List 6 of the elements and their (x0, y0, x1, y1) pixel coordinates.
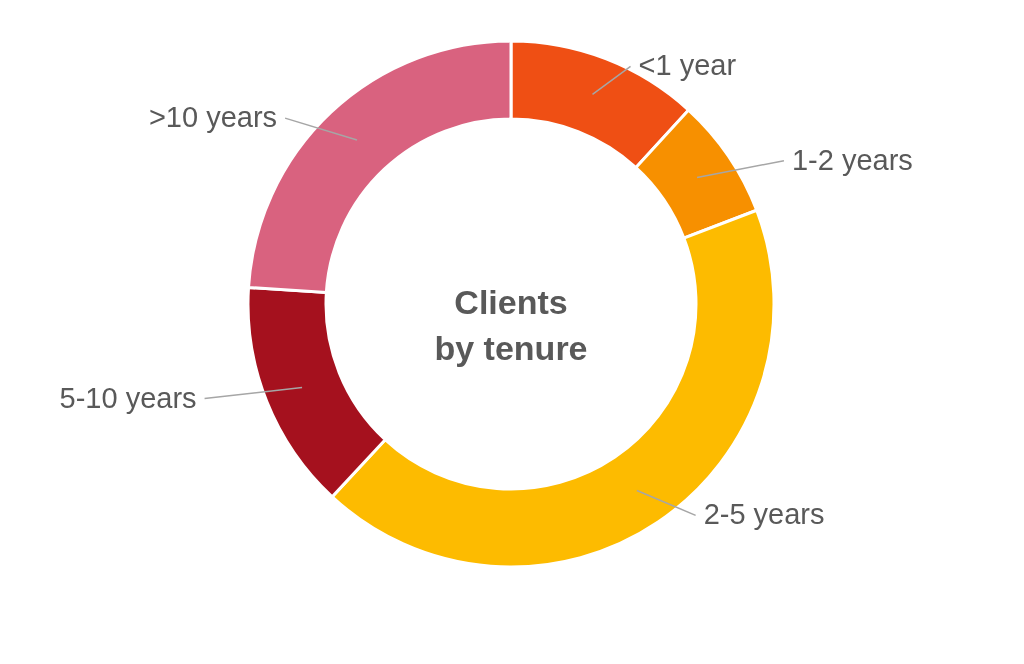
slice-label: 1-2 years (791, 143, 913, 176)
slice-label: >10 years (148, 101, 278, 134)
slice-label: 2-5 years (703, 498, 825, 531)
slice-label: <1 year (638, 49, 737, 82)
slice-label: 5-10 years (59, 381, 197, 414)
text: Clients by tenure (434, 283, 588, 367)
